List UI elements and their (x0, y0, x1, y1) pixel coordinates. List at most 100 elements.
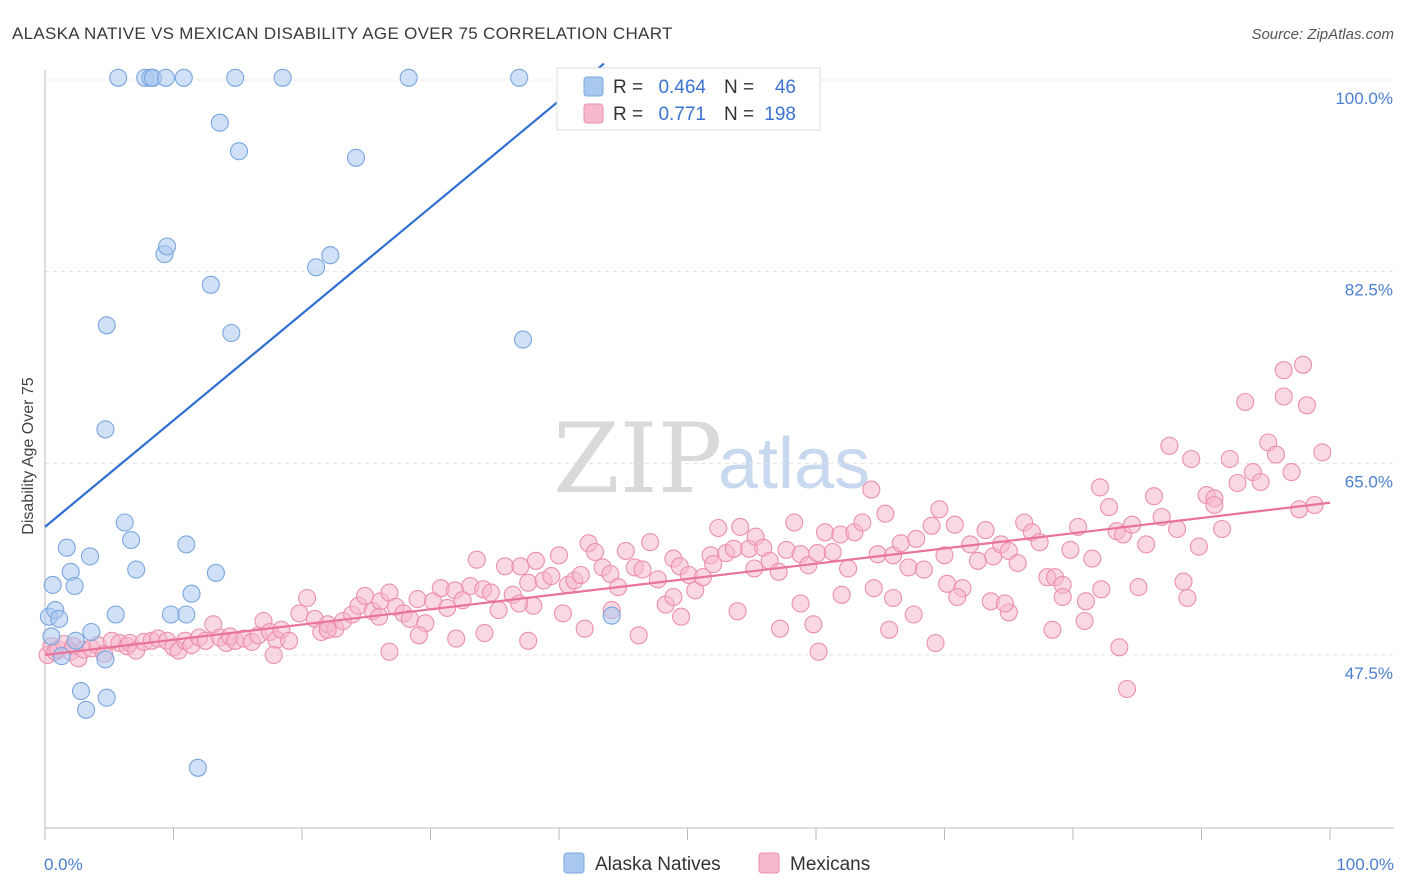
mexican-point (641, 533, 660, 552)
y-tick-label: 100.0% (1335, 89, 1393, 108)
mexican-point (862, 480, 881, 499)
mexican-point (1228, 473, 1247, 493)
mexican-point (467, 550, 486, 569)
alaska-native-point (177, 605, 196, 624)
mexican-point (1129, 578, 1148, 597)
mexican-point (1178, 588, 1197, 608)
mexican-point (511, 557, 530, 576)
mexican-point (1274, 361, 1293, 380)
alaska-native-point (65, 576, 84, 596)
mexican-point (1251, 472, 1270, 492)
mexican-point (1290, 500, 1309, 519)
mexican-point (664, 587, 683, 607)
mexican-point (864, 579, 883, 598)
bottom-legend-label-mexicans: Mexicans (790, 854, 870, 875)
alaska-native-point (399, 68, 418, 87)
mexican-point (355, 586, 375, 605)
mexican-point (1213, 519, 1232, 539)
mexican-point (935, 546, 954, 565)
legend-swatch-alaska-natives (583, 76, 604, 97)
legend-n-label-2: N = (724, 104, 754, 125)
alaska-native-point (161, 605, 180, 624)
mexican-point (489, 601, 508, 620)
alaska-native-point (188, 758, 207, 777)
mexican-point (1110, 638, 1129, 657)
mexican-point (475, 624, 494, 643)
mexican-point (709, 518, 728, 538)
mexican-point (1076, 592, 1095, 611)
mexican-point (868, 545, 887, 564)
alaska-natives-trend-line (44, 62, 605, 528)
mexican-point (815, 523, 835, 542)
alaska-native-point (156, 68, 175, 87)
mexican-point (770, 619, 790, 638)
mexican-point (290, 604, 309, 623)
mexican-point (914, 560, 933, 579)
legend-r-value-2: 0.771 (658, 104, 706, 125)
y-axis-label: Disability Age Over 75 (20, 377, 37, 535)
mexican-point (1220, 449, 1239, 469)
mexican-point (1205, 495, 1224, 515)
mexican-point (481, 583, 500, 602)
alaska-native-point (174, 68, 193, 87)
mexican-point (409, 626, 428, 645)
y-axis-tick-labels: 47.5% 65.0% 82.5% 100.0% (1335, 89, 1393, 683)
legend-n-label-1: N = (724, 77, 754, 98)
alaska-native-point (42, 627, 61, 646)
mexican-point (408, 590, 427, 609)
alaska-native-point (52, 647, 71, 666)
mexican-point (724, 539, 743, 558)
mexican-point (995, 594, 1014, 613)
mexican-point (968, 551, 987, 570)
legend-swatch-mexicans (583, 103, 604, 124)
x-tick-label-min: 0.0% (44, 855, 83, 874)
mexicans-trend-line (44, 501, 1331, 657)
alaska-native-point (229, 142, 249, 161)
x-axis-ticks (44, 828, 1331, 840)
mexican-point (1083, 549, 1102, 568)
alaska-native-point (77, 700, 96, 719)
alaska-native-point (115, 513, 134, 532)
mexican-point (1061, 540, 1080, 559)
mexican-point (1293, 355, 1313, 374)
mexican-point (945, 515, 964, 534)
mexican-point (672, 607, 691, 626)
alaska-native-point (43, 575, 62, 594)
mexican-point (1160, 436, 1179, 455)
mexican-point (804, 615, 823, 634)
watermark-atlas: atlas (718, 424, 870, 504)
mexican-point (808, 544, 827, 563)
mexican-point (884, 588, 903, 608)
chart-source: Source: ZipAtlas.com (1251, 26, 1394, 43)
mexican-point (1043, 620, 1062, 639)
alaska-native-point (80, 547, 100, 566)
mexican-point (495, 557, 515, 576)
mexican-point (1144, 487, 1164, 506)
alaska-native-point (273, 68, 292, 87)
alaska-native-point (82, 622, 101, 642)
alaska-native-point (201, 275, 220, 294)
mexican-point (926, 633, 945, 653)
legend-r-value-1: 0.464 (658, 77, 706, 98)
alaska-native-point (307, 258, 326, 277)
alaska-native-point (177, 535, 196, 554)
bottom-legend-swatch-alaska-natives (563, 852, 585, 874)
alaska-native-point (122, 530, 141, 550)
mexican-point (519, 573, 538, 592)
y-tick-label: 82.5% (1345, 281, 1393, 300)
mexican-point (298, 588, 317, 608)
series-alaska-natives-points (39, 68, 621, 777)
mexican-point (1090, 478, 1110, 497)
mexican-point (648, 570, 667, 589)
alaska-native-point (513, 330, 533, 349)
alaska-native-point (206, 563, 225, 582)
alaska-native-point (57, 538, 76, 557)
mexican-point (1008, 553, 1027, 573)
mexican-point (1236, 392, 1255, 412)
y-tick-label: 47.5% (1345, 664, 1393, 683)
mexican-point (585, 542, 605, 562)
alaska-native-point (97, 316, 116, 335)
watermark-zip: ZIP (553, 403, 722, 515)
alaska-native-point (109, 68, 128, 87)
